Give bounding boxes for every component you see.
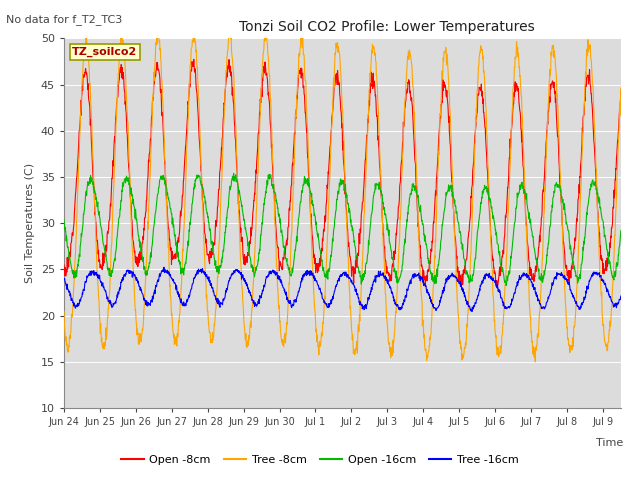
Y-axis label: Soil Temperatures (C): Soil Temperatures (C) [26,163,35,283]
X-axis label: Time: Time [596,438,623,447]
Title: Tonzi Soil CO2 Profile: Lower Temperatures: Tonzi Soil CO2 Profile: Lower Temperatur… [239,21,535,35]
Legend: Open -8cm, Tree -8cm, Open -16cm, Tree -16cm: Open -8cm, Tree -8cm, Open -16cm, Tree -… [117,451,523,469]
Text: No data for f_T2_TC3: No data for f_T2_TC3 [6,14,123,25]
Text: TZ_soilco2: TZ_soilco2 [72,47,138,57]
